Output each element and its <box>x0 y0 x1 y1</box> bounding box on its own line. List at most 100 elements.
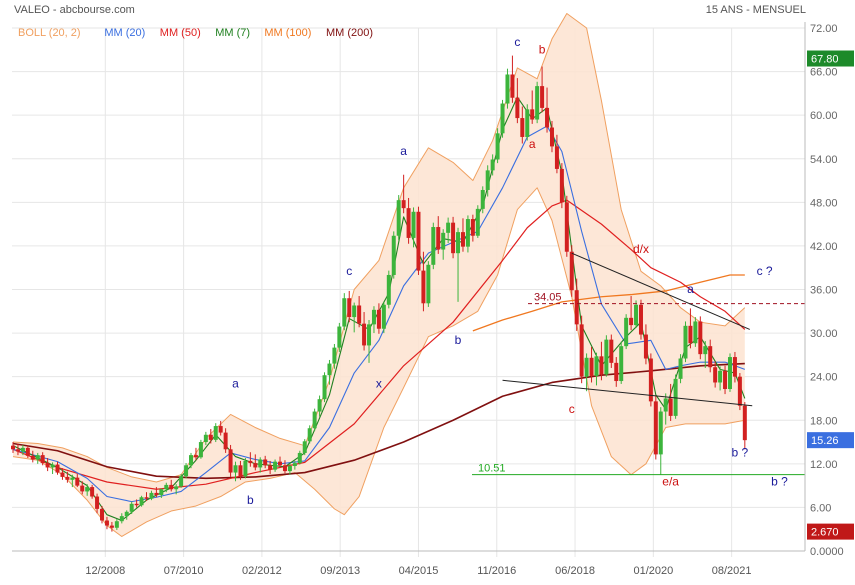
candle-body <box>15 449 20 452</box>
candle-body <box>515 97 520 119</box>
horizontal-levels: 10.51 34.05 <box>472 292 805 476</box>
ma200-line <box>12 362 745 480</box>
candle-body <box>530 109 535 120</box>
candle-body <box>253 463 258 468</box>
y-tick-label: 48.00 <box>810 197 838 209</box>
candle-body <box>589 357 594 376</box>
candle-body <box>505 74 510 104</box>
y-tick-label: 72.00 <box>810 23 838 35</box>
candle-body <box>11 445 16 450</box>
wave-label: c <box>346 264 352 278</box>
candle-body <box>549 127 554 147</box>
y-tick-label: 54.00 <box>810 154 838 166</box>
candle-body <box>594 356 599 376</box>
candle-body <box>174 486 179 490</box>
candle-body <box>134 503 139 506</box>
candle-body <box>20 447 25 452</box>
wave-label: a <box>529 137 536 151</box>
candle-body <box>475 208 480 236</box>
legend-item: MM (200) <box>326 27 373 39</box>
candle-body <box>663 398 668 412</box>
bollinger-fill <box>13 13 745 537</box>
candle-body <box>50 464 55 468</box>
wave-label: b <box>247 493 254 507</box>
candle-body <box>554 146 559 169</box>
candle-body <box>248 460 253 464</box>
bollinger-bands <box>12 12 746 537</box>
candle-body <box>742 405 747 441</box>
candle-body <box>732 357 737 377</box>
candle-body <box>470 219 475 236</box>
candle-body <box>154 492 159 496</box>
x-tick-label: 11/2016 <box>477 565 516 577</box>
legend-item: MM (100) <box>264 27 311 39</box>
candle-body <box>480 189 485 209</box>
candle-body <box>658 411 663 455</box>
wave-label: a <box>400 144 407 158</box>
x-tick-label: 07/2010 <box>164 565 204 577</box>
x-tick-label: 09/2013 <box>320 565 360 577</box>
wave-label: b ? <box>732 446 749 460</box>
candle-body <box>643 334 648 359</box>
legend-item: BOLL (20, 2) <box>18 27 81 39</box>
candle-body <box>80 485 85 492</box>
candle-body <box>723 370 728 390</box>
last-price-badge <box>807 432 854 449</box>
candle-body <box>718 370 723 383</box>
candle-body <box>465 219 470 247</box>
candle-body <box>490 159 495 171</box>
candle-body <box>713 367 718 383</box>
candle-body <box>451 222 456 254</box>
candle-body <box>104 520 109 526</box>
bollinger-upper-line <box>12 12 746 483</box>
candle-body <box>75 477 80 486</box>
candle-body <box>540 86 545 108</box>
candle-body <box>223 432 228 450</box>
candle-body <box>426 264 431 304</box>
y-tick-label: 0.0000 <box>810 546 844 558</box>
candle-body <box>421 270 426 304</box>
ma100-line <box>472 274 745 332</box>
y-tick-label: 60.00 <box>810 110 838 122</box>
candle-body <box>332 347 337 364</box>
candle-body <box>678 358 683 379</box>
candle-body <box>139 497 144 506</box>
candle-body <box>653 401 658 455</box>
candle-body <box>184 465 189 477</box>
candle-body <box>703 346 708 355</box>
candle-body <box>119 516 124 522</box>
x-tick-label: 04/2015 <box>399 565 439 577</box>
low-price-badge-label: 2.670 <box>811 527 839 539</box>
candle-body <box>213 426 218 440</box>
candle-body <box>302 441 307 453</box>
candle-body <box>386 274 391 305</box>
candle-body <box>45 463 50 468</box>
candle-body <box>584 357 589 377</box>
candle-body <box>396 200 401 236</box>
x-tick-label: 06/2018 <box>555 565 595 577</box>
candle-body <box>634 304 639 326</box>
candle-body <box>124 511 129 517</box>
candle-body <box>619 346 624 382</box>
candle-body <box>683 325 688 359</box>
candle-body <box>203 434 208 443</box>
candle-body <box>411 211 416 238</box>
candle-body <box>90 487 95 497</box>
candle-body <box>164 484 169 490</box>
y-tick-label: 12.00 <box>810 459 838 471</box>
candle-body <box>441 232 446 250</box>
trendlines <box>502 252 753 407</box>
candle-body <box>233 465 238 473</box>
trendline <box>502 379 753 407</box>
candle-body <box>193 455 198 458</box>
candle-body <box>129 503 134 512</box>
x-tick-label: 01/2020 <box>633 565 673 577</box>
candle-body <box>525 109 530 137</box>
y-tick-label: 6.00 <box>810 502 831 514</box>
x-tick-label: 08/2021 <box>712 565 752 577</box>
high-price-badge-label: 67.80 <box>811 54 839 66</box>
candle-body <box>708 346 713 368</box>
candle-body <box>263 459 268 466</box>
candle-body <box>629 317 634 326</box>
